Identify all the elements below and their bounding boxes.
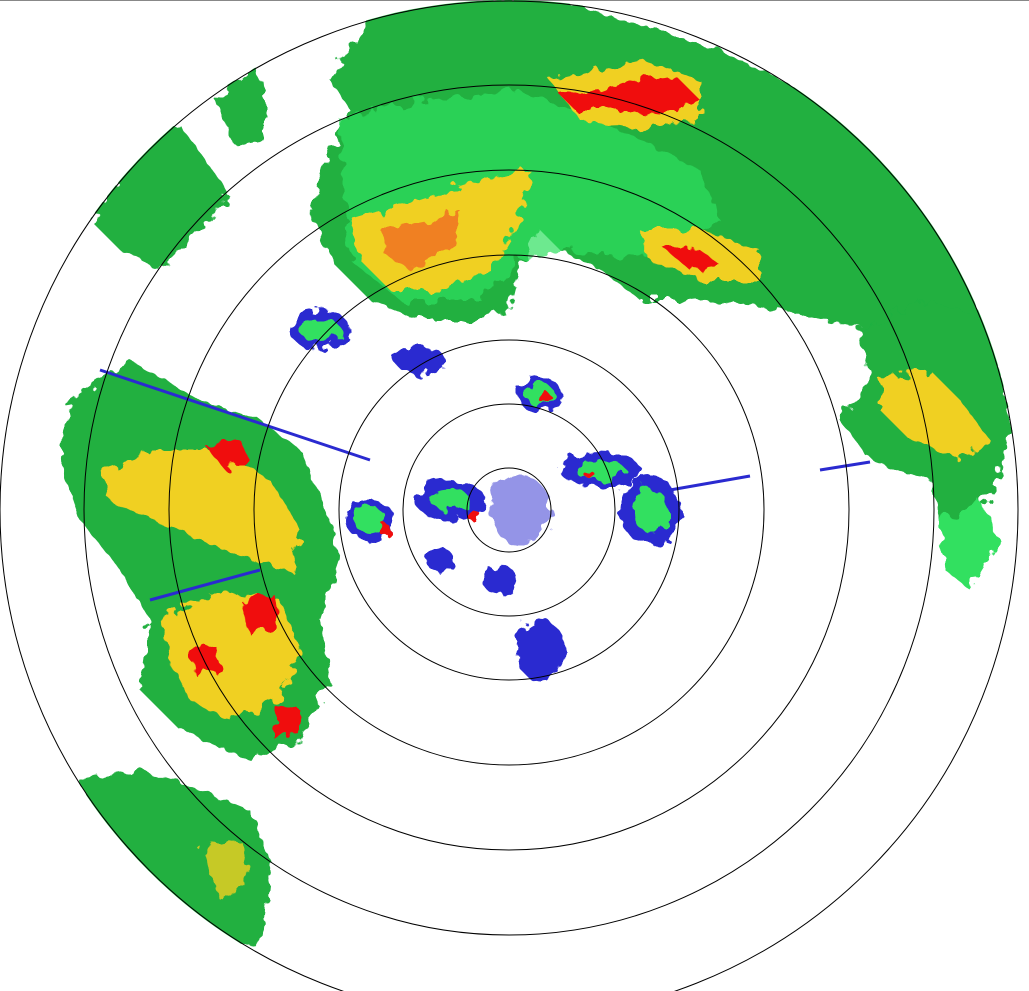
echo-sw-yellow [200, 840, 250, 900]
range-ring-4 [253, 254, 765, 766]
range-ring-5 [168, 169, 850, 851]
echo-west-yellow [100, 450, 300, 570]
echo-nw-green [90, 125, 230, 270]
echo-layer [60, 0, 1010, 950]
echo-west-red-2 [240, 595, 280, 635]
echo-near-field-red [379, 392, 595, 536]
range-ring-3 [338, 339, 680, 681]
echo-north-orange [380, 210, 460, 270]
echo-ne-red-2 [660, 245, 720, 270]
echo-near-field [290, 310, 680, 680]
echo-west-red-3 [275, 705, 300, 740]
range-ring-1 [466, 467, 552, 553]
interference-spokes [99, 368, 871, 602]
echo-ne-red [560, 75, 700, 115]
echo-west-red-4 [190, 645, 220, 675]
echo-east-lightgreen [940, 500, 1000, 590]
echo-east-yellow [880, 370, 990, 460]
echo-nnw-green [215, 65, 265, 145]
echo-sw-green [80, 770, 270, 950]
range-ring-6 [83, 84, 935, 936]
range-ring-2 [402, 403, 616, 617]
echo-west-red [205, 440, 250, 470]
